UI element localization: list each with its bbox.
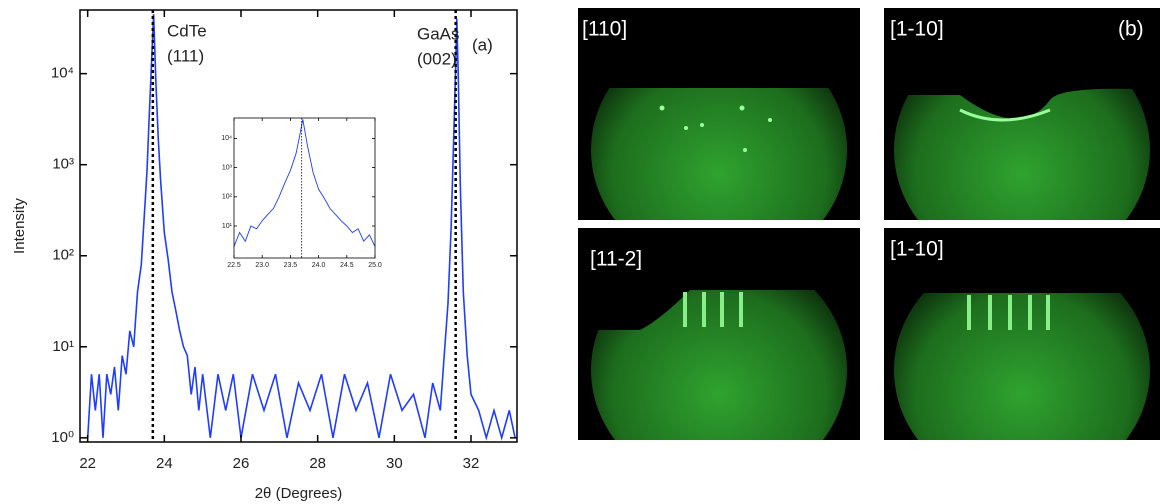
data-line — [233, 119, 376, 247]
y-tick-label: 10³ — [222, 164, 233, 171]
y-tick-label: 10² — [222, 194, 233, 201]
x-tick-label: 25.0 — [368, 262, 382, 269]
y-tick-label: 10¹ — [52, 338, 74, 355]
annotation: CdTe — [167, 21, 207, 40]
x-tick-label: 22 — [79, 455, 96, 472]
x-tick-label: 30 — [386, 455, 403, 472]
axes-frame — [79, 9, 518, 443]
panel-label: [110] — [582, 18, 627, 41]
panel-label: [1-10] — [890, 238, 944, 261]
y-tick-label: 10⁴ — [51, 65, 74, 82]
panel-label: [11-2] — [590, 248, 642, 271]
inset-area — [234, 118, 375, 258]
x-axis-label: 2θ (Degrees) — [255, 485, 343, 502]
x-tick-label: 24.5 — [340, 262, 354, 269]
y-tick-label: 10⁰ — [51, 429, 74, 446]
panel-label: [1-10] — [890, 18, 944, 41]
x-tick-label: 23.0 — [255, 262, 269, 269]
x-tick-label: 23.5 — [284, 262, 298, 269]
x-tick-label: 28 — [309, 455, 326, 472]
rheed-panel — [578, 228, 860, 440]
y-axis-label: Intensity — [11, 198, 28, 254]
x-tick-label: 22.5 — [227, 262, 241, 269]
y-tick-label: 10⁴ — [221, 135, 232, 142]
y-tick-label: 10² — [52, 247, 74, 264]
annotation: (111) — [167, 46, 204, 65]
panel-tag: (b) — [1118, 18, 1144, 41]
rheed-panel — [884, 8, 1160, 220]
annotation: GaAs — [417, 24, 460, 43]
y-tick-label: 10³ — [52, 156, 74, 173]
rheed-panel — [884, 228, 1160, 440]
x-tick-label: 32 — [463, 455, 480, 472]
annotation: (002) — [417, 49, 457, 68]
rheed-panel — [578, 8, 860, 220]
x-tick-label: 24.0 — [312, 262, 326, 269]
axes-frame — [233, 117, 376, 259]
x-tick-label: 24 — [156, 455, 173, 472]
x-tick-label: 26 — [233, 455, 250, 472]
annotation: (a) — [472, 35, 493, 54]
y-tick-label: 10¹ — [222, 223, 233, 230]
